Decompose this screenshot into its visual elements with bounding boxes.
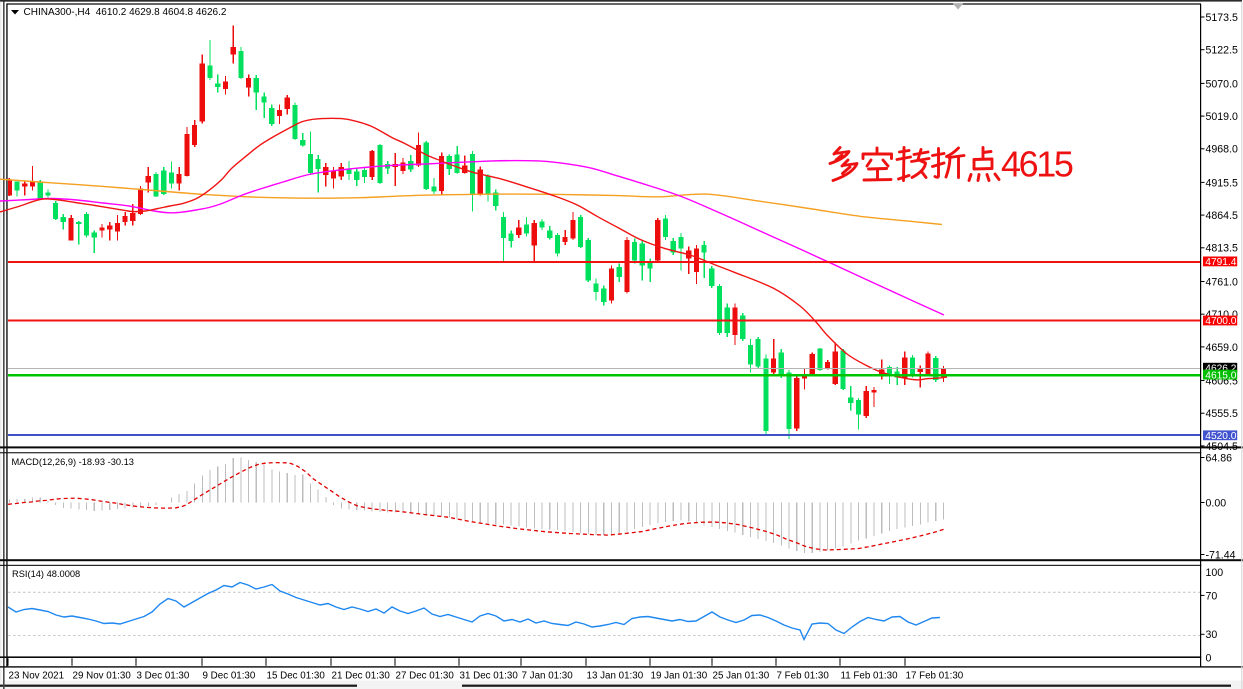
svg-text:19 Jan 01:30: 19 Jan 01:30 (651, 671, 708, 682)
svg-text:4555.5: 4555.5 (1206, 408, 1239, 420)
svg-text:7 Jan 01:30: 7 Jan 01:30 (522, 671, 574, 682)
svg-text:25 Jan 01:30: 25 Jan 01:30 (713, 671, 770, 682)
svg-text:9 Dec 01:30: 9 Dec 01:30 (203, 671, 256, 682)
svg-text:100: 100 (1206, 567, 1224, 579)
svg-text:4968.0: 4968.0 (1206, 144, 1239, 156)
svg-text:4520.0: 4520.0 (1205, 431, 1236, 442)
svg-text:11 Feb 01:30: 11 Feb 01:30 (841, 671, 899, 682)
svg-text:13 Jan 01:30: 13 Jan 01:30 (587, 671, 644, 682)
svg-text:3 Dec 01:30: 3 Dec 01:30 (137, 671, 190, 682)
svg-text:4659.0: 4659.0 (1206, 342, 1239, 354)
svg-text:21 Dec 01:30: 21 Dec 01:30 (332, 671, 391, 682)
svg-text:0.00: 0.00 (1206, 497, 1227, 509)
svg-text:30: 30 (1206, 629, 1218, 641)
svg-text:4700.0: 4700.0 (1205, 316, 1236, 327)
svg-text:5122.5: 5122.5 (1206, 45, 1239, 57)
svg-text:17 Feb 01:30: 17 Feb 01:30 (906, 671, 964, 682)
svg-text:4864.5: 4864.5 (1206, 210, 1239, 222)
svg-text:23 Nov 2021: 23 Nov 2021 (9, 671, 65, 682)
svg-text:31 Dec 01:30: 31 Dec 01:30 (460, 671, 519, 682)
svg-text:4761.0: 4761.0 (1206, 276, 1239, 288)
svg-text:5019.0: 5019.0 (1206, 111, 1239, 123)
svg-text:4791.4: 4791.4 (1205, 257, 1236, 268)
svg-text:5070.0: 5070.0 (1206, 78, 1239, 90)
svg-text:0: 0 (1206, 653, 1212, 665)
svg-text:64.86: 64.86 (1206, 452, 1233, 464)
svg-text:15 Dec 01:30: 15 Dec 01:30 (267, 671, 326, 682)
svg-text:CHINA300-,H4 4610.2 4629.8 46: CHINA300-,H4 4610.2 4629.8 4604.8 4626.2 (24, 7, 227, 18)
svg-text:MACD(12,26,9) -18.93 -30.13: MACD(12,26,9) -18.93 -30.13 (12, 457, 134, 467)
svg-text:4915.5: 4915.5 (1206, 177, 1239, 189)
svg-text:70: 70 (1206, 590, 1218, 602)
svg-text:4813.5: 4813.5 (1206, 243, 1239, 255)
svg-text:4615.0: 4615.0 (1205, 370, 1236, 381)
svg-text:4504.5: 4504.5 (1206, 441, 1239, 453)
svg-text:27 Dec 01:30: 27 Dec 01:30 (396, 671, 455, 682)
svg-text:29 Nov 01:30: 29 Nov 01:30 (73, 671, 132, 682)
svg-text:RSI(14) 48.0008: RSI(14) 48.0008 (12, 569, 80, 579)
svg-text:-71.44: -71.44 (1206, 549, 1236, 561)
svg-text:7 Feb 01:30: 7 Feb 01:30 (777, 671, 830, 682)
svg-text:4615: 4615 (1001, 144, 1073, 185)
svg-text:4626.2: 4626.2 (1205, 363, 1236, 374)
svg-text:5173.5: 5173.5 (1206, 12, 1239, 24)
